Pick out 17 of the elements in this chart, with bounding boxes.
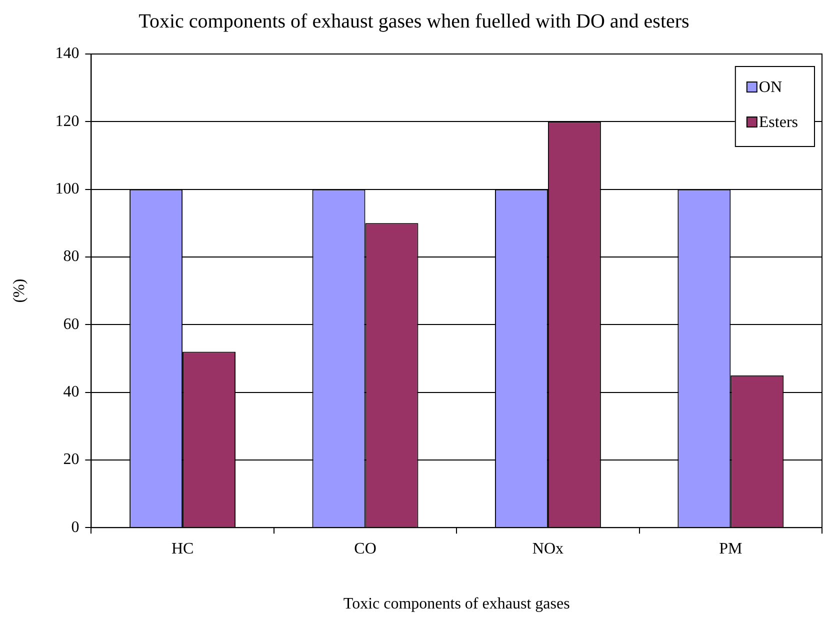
x-tick-label: NOx [532,540,564,558]
x-axis-title: Toxic components of exhaust gases [343,596,570,613]
y-tick-label: 100 [55,180,80,198]
y-tick-label: 40 [63,383,80,400]
y-tick-label: 60 [63,316,80,333]
x-tick-label: HC [171,540,194,558]
x-tick-label: PM [719,540,742,558]
y-tick-label: 80 [63,248,80,266]
legend-label: Esters [758,114,798,132]
legend-label: ON [758,79,782,96]
chart-title: Toxic components of exhaust gases when fuelled with DO and esters [138,10,690,32]
y-tick-label: 140 [55,45,80,62]
y-tick-label: 120 [55,112,80,130]
y-tick-label: 0 [71,518,80,536]
y-axis-title: (%) [10,278,28,303]
y-tick-label: 20 [63,451,80,468]
x-tick-label: CO [354,540,376,558]
